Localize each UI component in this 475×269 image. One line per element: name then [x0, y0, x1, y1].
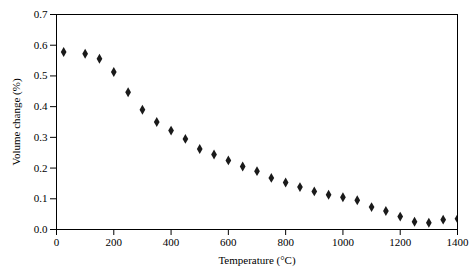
svg-text:0.3: 0.3: [34, 131, 48, 143]
svg-text:0.1: 0.1: [34, 192, 48, 204]
svg-text:1200: 1200: [389, 236, 412, 248]
svg-text:0.4: 0.4: [34, 100, 48, 112]
svg-text:Temperature (°C): Temperature (°C): [218, 254, 296, 267]
svg-text:1000: 1000: [332, 236, 355, 248]
svg-text:0.2: 0.2: [34, 162, 48, 174]
svg-text:800: 800: [277, 236, 294, 248]
svg-text:200: 200: [106, 236, 123, 248]
svg-text:1400: 1400: [447, 236, 470, 248]
svg-text:0.0: 0.0: [34, 223, 48, 235]
svg-text:400: 400: [163, 236, 180, 248]
svg-text:0.6: 0.6: [34, 39, 48, 51]
svg-text:0.5: 0.5: [34, 69, 48, 81]
svg-text:Volume change (%): Volume change (%): [10, 78, 23, 165]
svg-text:0.7: 0.7: [34, 8, 48, 20]
svg-text:0: 0: [54, 236, 60, 248]
svg-text:600: 600: [220, 236, 237, 248]
